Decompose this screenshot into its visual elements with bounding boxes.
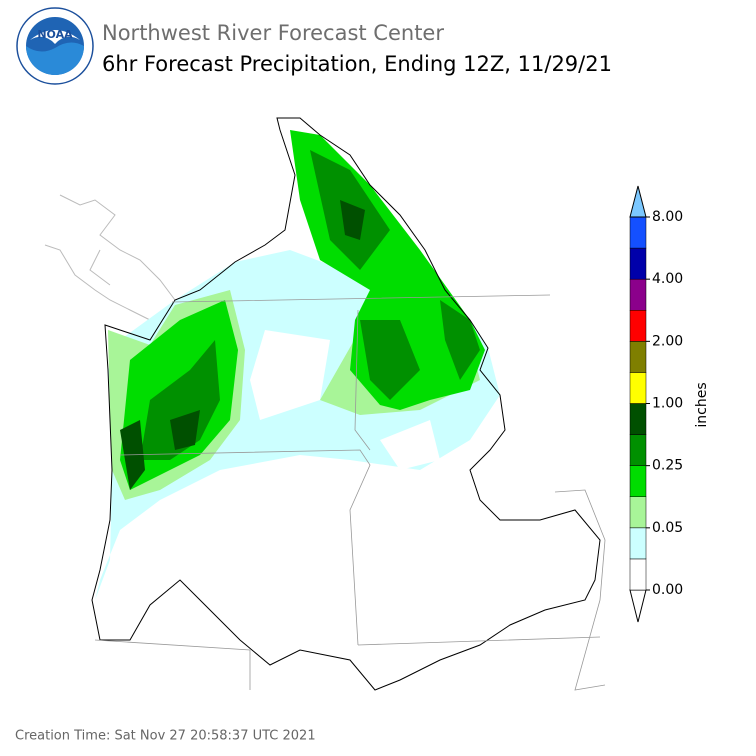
color-bin — [629, 527, 647, 560]
logo-text: NOAA — [37, 28, 73, 41]
color-bin — [629, 558, 647, 591]
map — [44, 117, 606, 691]
color-bin — [629, 310, 647, 342]
colorbar-arrow-top — [629, 185, 647, 218]
color-bin — [629, 247, 647, 280]
state-borders — [94, 294, 606, 691]
colorbar-tick-label: 0.25 — [652, 458, 683, 474]
subtitle: 6hr Forecast Precipitation, Ending 12Z, … — [102, 52, 612, 76]
precip-darkgreen — [120, 200, 365, 490]
colorbar-tick-label: 2.00 — [652, 333, 683, 349]
colorbar: 0.00 0.05 0.25 1.00 2.00 4.00 8.00 — [629, 185, 683, 623]
colorbar-tick-label: 4.00 — [652, 271, 683, 287]
color-bin — [629, 372, 647, 404]
color-bin — [629, 434, 647, 466]
color-bin — [629, 465, 647, 497]
color-bin — [629, 278, 647, 311]
colorbar-tick-label: 8.00 — [652, 209, 683, 225]
color-bin — [629, 403, 647, 435]
basin-outline — [91, 117, 601, 691]
precip-mediumgreen — [140, 150, 480, 460]
title: Northwest River Forecast Center — [102, 21, 444, 45]
colorbar-label: inches — [694, 382, 710, 427]
colorbar-arrow-bottom — [629, 589, 647, 623]
colorbar-tick-label: 1.00 — [652, 396, 683, 412]
color-bin — [629, 496, 647, 529]
coastline — [44, 194, 176, 331]
colorbar-tick-label: 0.05 — [652, 520, 683, 536]
colorbar-tick-label: 0.00 — [652, 582, 683, 598]
color-bin — [629, 341, 647, 373]
dry-area — [250, 330, 440, 470]
footer: Creation Time: Sat Nov 27 20:58:37 UTC 2… — [15, 729, 316, 744]
color-bin — [629, 216, 647, 249]
noaa-logo: NOAA — [16, 7, 94, 85]
